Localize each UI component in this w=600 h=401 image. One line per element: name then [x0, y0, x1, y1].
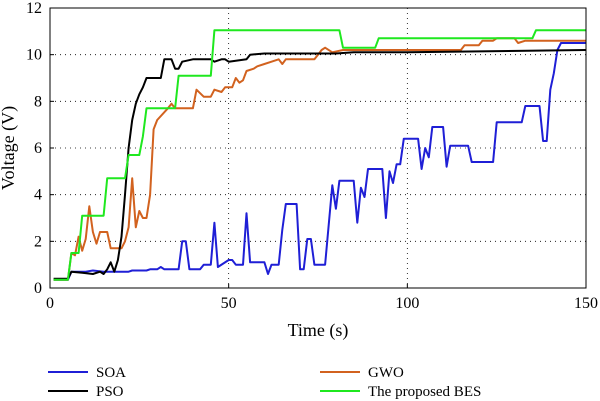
legend-item-soa: SOA — [48, 365, 126, 381]
legend-label: The proposed BES — [368, 384, 481, 400]
x-tick-label: 50 — [221, 295, 237, 312]
x-tick-label: 100 — [395, 295, 419, 312]
y-tick-label: 10 — [26, 47, 42, 64]
legend: SOA GWO PSO The proposed BES — [48, 365, 481, 400]
series-lines — [53, 29, 587, 281]
x-tick-label: 0 — [46, 295, 54, 312]
series-line-gwo — [53, 37, 586, 281]
y-tick-label: 0 — [34, 280, 42, 297]
x-tick-label: 150 — [574, 295, 598, 312]
y-tick-label: 2 — [34, 233, 42, 250]
y-axis-label: Voltage (V) — [0, 106, 19, 190]
x-axis-ticks: 0 50 100 150 — [46, 284, 598, 312]
y-tick-label: 12 — [26, 0, 42, 17]
legend-label: SOA — [96, 365, 126, 381]
y-tick-label: 8 — [34, 93, 42, 110]
series-line-soa — [53, 42, 586, 281]
y-tick-label: 4 — [34, 187, 42, 204]
legend-item-gwo: GWO — [320, 365, 404, 381]
legend-item-the-proposed-bes: The proposed BES — [320, 384, 481, 400]
y-tick-label: 6 — [34, 140, 42, 157]
series-line-pso — [53, 49, 587, 280]
legend-label: GWO — [368, 365, 404, 381]
legend-label: PSO — [96, 384, 124, 400]
grid-lines — [50, 8, 586, 288]
legend-item-pso: PSO — [48, 384, 124, 400]
x-axis-label: Time (s) — [288, 320, 349, 341]
y-axis-ticks: 0 2 4 6 8 10 12 — [26, 0, 54, 297]
series-line-the-proposed-bes — [53, 29, 586, 281]
